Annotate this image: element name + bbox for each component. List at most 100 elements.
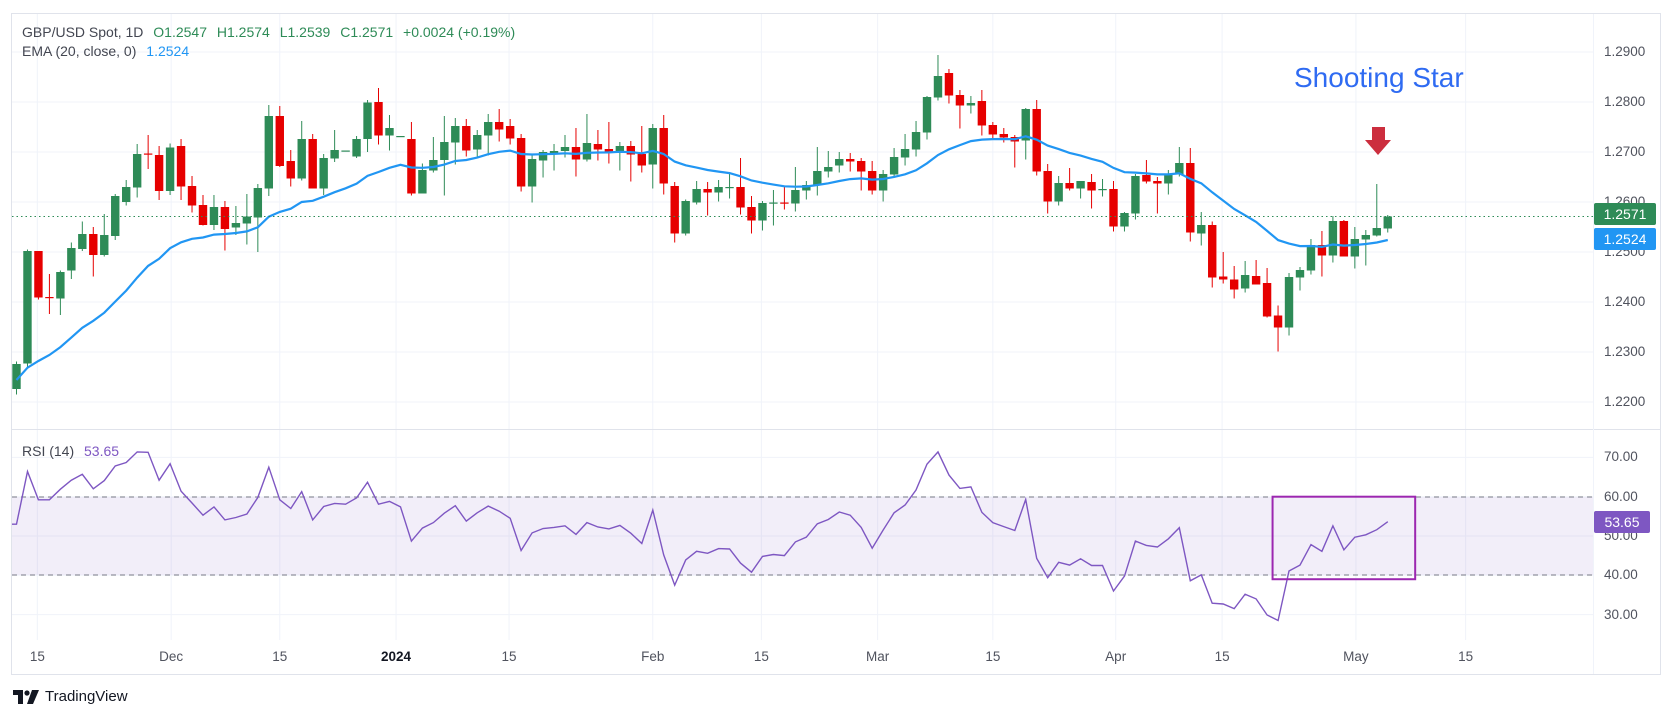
candle-down bbox=[154, 146, 164, 200]
candle-body bbox=[462, 126, 471, 151]
candle-body bbox=[846, 159, 855, 162]
rsi-line bbox=[12, 450, 1389, 622]
candle-body bbox=[955, 95, 965, 106]
candle-up bbox=[451, 118, 460, 165]
candle-body bbox=[1164, 174, 1173, 184]
candle-body bbox=[154, 155, 164, 191]
time-tick-label: Feb bbox=[641, 649, 665, 664]
candle-up bbox=[1383, 215, 1392, 233]
candle-down bbox=[198, 195, 208, 226]
ema-legend[interactable]: EMA (20, close, 0) 1.2524 bbox=[22, 43, 195, 59]
candle-up bbox=[835, 152, 844, 173]
candle-down bbox=[637, 126, 646, 173]
candle-up bbox=[253, 184, 263, 252]
rsi-tick-label: 30.00 bbox=[1604, 606, 1638, 622]
rsi-legend[interactable]: RSI (14) 53.65 bbox=[22, 443, 125, 459]
candle-down bbox=[1153, 177, 1162, 214]
candle-body bbox=[264, 116, 274, 189]
tradingview-brand[interactable]: TradingView bbox=[13, 688, 128, 705]
candle-body bbox=[1361, 235, 1371, 240]
candle-down bbox=[1065, 168, 1074, 191]
candle-down bbox=[462, 119, 471, 157]
candle-body bbox=[681, 201, 690, 234]
candle-down bbox=[516, 134, 526, 192]
candle-up bbox=[692, 181, 701, 205]
candle-body bbox=[1021, 109, 1030, 141]
time-tick-label: Dec bbox=[159, 649, 184, 664]
candle-up bbox=[527, 154, 537, 203]
last-price-tag: 1.2571 bbox=[1594, 203, 1656, 225]
symbol-legend[interactable]: GBP/USD Spot, 1D O1.2547 H1.2574 L1.2539… bbox=[22, 24, 521, 40]
candle-body bbox=[1219, 276, 1228, 280]
candle-up bbox=[1350, 227, 1360, 269]
candle-up bbox=[549, 144, 559, 171]
ohlc-open: O1.2547 bbox=[153, 24, 207, 40]
candle-body bbox=[45, 297, 54, 299]
candle-down bbox=[89, 227, 98, 277]
candle-up bbox=[319, 154, 328, 195]
down-arrow-icon bbox=[1365, 127, 1391, 155]
candle-body bbox=[176, 146, 186, 187]
rsi-band bbox=[12, 497, 1593, 575]
candle-up bbox=[363, 100, 372, 152]
candle-down bbox=[286, 150, 295, 187]
time-tick-label: 15 bbox=[985, 649, 1001, 664]
candle-body bbox=[1295, 270, 1305, 278]
candle-up bbox=[813, 147, 822, 196]
candle-up bbox=[396, 136, 405, 138]
candle-body bbox=[1383, 216, 1392, 229]
candle-body bbox=[505, 126, 515, 139]
brand-name: TradingView bbox=[45, 688, 128, 705]
time-tick-label: 15 bbox=[1214, 649, 1230, 664]
candle-down bbox=[275, 106, 284, 167]
candle-up bbox=[615, 142, 625, 171]
candle-down bbox=[1043, 164, 1052, 214]
candle-body bbox=[1186, 163, 1195, 233]
candle-body bbox=[1251, 276, 1261, 285]
candle-down bbox=[780, 186, 789, 210]
candle-body bbox=[867, 171, 877, 191]
candle-up bbox=[966, 96, 976, 114]
candle-body bbox=[714, 187, 723, 193]
candle-body bbox=[615, 146, 625, 152]
time-tick-label: May bbox=[1343, 649, 1369, 664]
candle-body bbox=[549, 151, 559, 154]
candle-body bbox=[626, 146, 636, 155]
candle-body bbox=[604, 149, 614, 152]
candle-down bbox=[593, 130, 603, 161]
price-tick-label: 1.2700 bbox=[1604, 144, 1646, 159]
candle-down bbox=[955, 90, 965, 129]
candle-body bbox=[1153, 181, 1162, 184]
candle-up bbox=[23, 249, 32, 369]
candle-body bbox=[484, 122, 493, 136]
candle-body bbox=[1065, 183, 1074, 189]
candle-up bbox=[911, 121, 921, 157]
candle-body bbox=[527, 159, 537, 187]
candle-body bbox=[1262, 283, 1272, 317]
candle-body bbox=[275, 116, 284, 166]
candle-body bbox=[944, 73, 954, 96]
rsi-highlight-box bbox=[1271, 495, 1417, 581]
candle-down bbox=[187, 176, 197, 213]
candle-body bbox=[922, 97, 932, 133]
candle-up bbox=[385, 115, 394, 151]
candle-body bbox=[1372, 228, 1381, 236]
candle-body bbox=[670, 186, 679, 234]
candle-up bbox=[440, 116, 449, 196]
ohlc-high: H1.2574 bbox=[216, 24, 270, 40]
candle-body bbox=[769, 202, 778, 204]
candle-down bbox=[374, 88, 383, 145]
candle-down bbox=[45, 274, 54, 314]
candle-up bbox=[352, 136, 361, 158]
time-tick-label: 15 bbox=[501, 649, 517, 664]
rsi-label: RSI (14) bbox=[22, 443, 75, 459]
candle-body bbox=[637, 154, 646, 166]
candle-up bbox=[132, 144, 142, 198]
candle-down bbox=[846, 153, 855, 172]
candle-body bbox=[791, 190, 800, 204]
candle-body bbox=[1240, 275, 1250, 289]
candle-body bbox=[67, 248, 76, 271]
candle-body bbox=[1131, 176, 1140, 214]
candle-up bbox=[802, 181, 811, 200]
